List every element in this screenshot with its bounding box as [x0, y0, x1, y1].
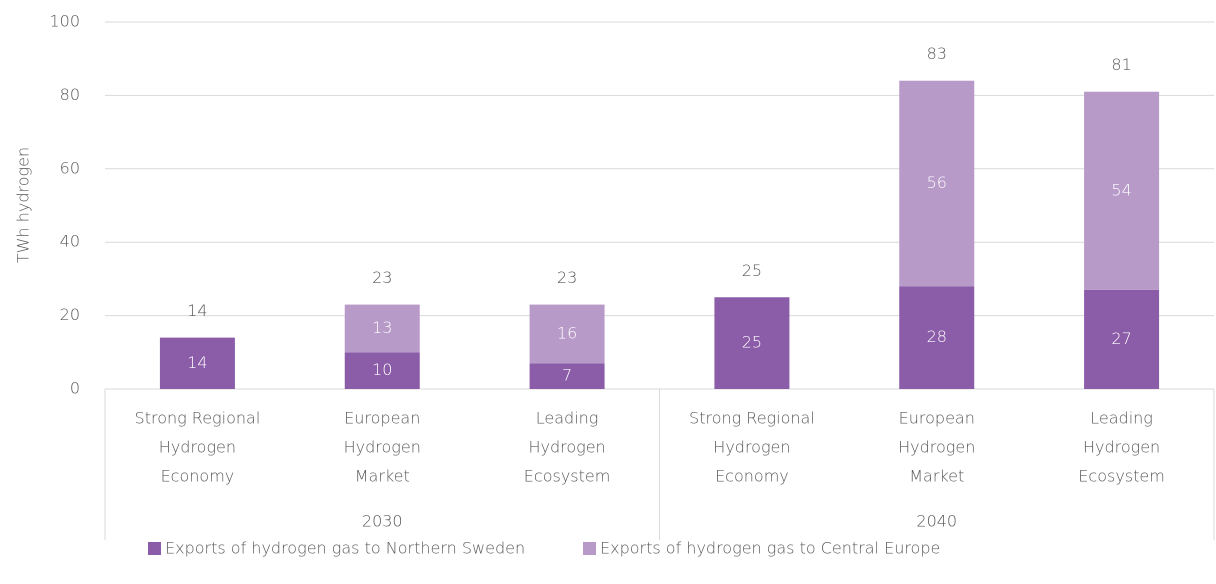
y-axis-label: TWh hydrogen — [14, 147, 33, 263]
group-label: 2030 — [362, 512, 403, 531]
data-label: 10 — [372, 360, 392, 379]
total-label: 25 — [742, 261, 762, 280]
data-label: 7 — [562, 366, 572, 385]
bar-segment — [1084, 289, 1160, 389]
data-label: 16 — [557, 323, 577, 342]
total-label: 81 — [1111, 55, 1131, 74]
bar-segment — [1084, 91, 1160, 290]
bar-segment — [899, 286, 975, 389]
x-tick-label: Ecosystem — [524, 467, 611, 486]
x-tick-label: Hydrogen — [713, 438, 790, 457]
x-tick-label: Strong Regional — [135, 409, 261, 428]
x-tick-label: European — [344, 409, 420, 428]
x-tick-label: Ecosystem — [1078, 467, 1165, 486]
legend-label: Exports of hydrogen gas to Northern Swed… — [165, 539, 525, 558]
y-tick-label: 80 — [60, 85, 80, 104]
data-label: 14 — [187, 353, 207, 372]
x-tick-label: Market — [355, 467, 410, 486]
bar-segment — [529, 363, 605, 389]
x-tick-label: Hydrogen — [528, 438, 605, 457]
data-label: 28 — [927, 327, 947, 346]
total-label: 14 — [187, 301, 207, 320]
data-label: 27 — [1111, 329, 1131, 348]
x-tick-label: Economy — [715, 467, 789, 486]
x-tick-label: Market — [909, 467, 964, 486]
bar-segment — [714, 297, 790, 389]
x-tick-label: Strong Regional — [689, 409, 815, 428]
legend-swatch — [583, 542, 596, 555]
data-label: 56 — [927, 173, 947, 192]
total-label: 83 — [927, 44, 947, 63]
x-tick-label: Economy — [161, 467, 235, 486]
x-tick-label: Leading — [1090, 409, 1153, 428]
legend-label: Exports of hydrogen gas to Central Europ… — [600, 539, 940, 558]
bar-segment — [344, 352, 420, 389]
x-tick-label: Leading — [536, 409, 599, 428]
y-tick-label: 40 — [60, 232, 80, 251]
y-tick-label: 60 — [60, 158, 80, 177]
bar-segment — [344, 304, 420, 353]
bar-segment — [899, 80, 975, 287]
data-label: 13 — [372, 318, 392, 337]
y-tick-label: 20 — [60, 305, 80, 324]
x-tick-label: Hydrogen — [159, 438, 236, 457]
total-label: 23 — [557, 268, 577, 287]
legend-swatch — [148, 542, 161, 555]
y-tick-label: 0 — [70, 379, 80, 398]
y-tick-label: 100 — [49, 12, 80, 31]
bar-segment — [529, 304, 605, 364]
x-tick-label: European — [899, 409, 975, 428]
data-label: 54 — [1111, 180, 1131, 199]
x-tick-label: Hydrogen — [1083, 438, 1160, 457]
total-label: 23 — [372, 268, 392, 287]
data-label: 25 — [742, 333, 762, 352]
x-tick-label: Hydrogen — [344, 438, 421, 457]
bar-segment — [159, 337, 235, 389]
group-label: 2040 — [916, 512, 957, 531]
x-tick-label: Hydrogen — [898, 438, 975, 457]
